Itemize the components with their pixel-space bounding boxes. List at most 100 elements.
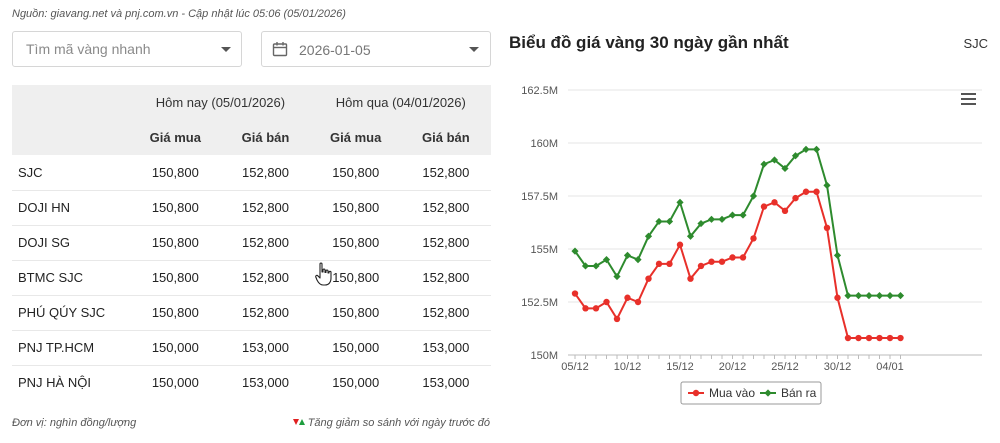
data-point-mua-vao	[760, 203, 768, 210]
legend-label-mua-vao: Mua vào	[709, 386, 755, 400]
source-note: Nguồn: giavang.net và pnj.com.vn - Cập n…	[12, 8, 346, 20]
yesterday-buy: 150,000	[310, 330, 401, 366]
hand-pointer-icon	[315, 262, 332, 286]
chart-title: Biểu đồ giá vàng 30 ngày gần nhất	[509, 33, 789, 52]
data-point-ban-ra	[791, 152, 800, 160]
date-picker[interactable]: 2026-01-05	[261, 31, 491, 67]
series-line-ban-ra	[574, 148, 901, 297]
data-point-mua-vao	[834, 294, 841, 301]
data-point-mua-vao	[624, 294, 631, 301]
chevron-down-icon[interactable]	[221, 47, 231, 52]
chart-legend	[680, 381, 822, 405]
chevron-down-icon[interactable]	[469, 47, 479, 52]
data-point-mua-vao	[897, 334, 904, 342]
data-point-mua-vao	[771, 199, 778, 206]
row-name: PHÚ QÚY SJC	[12, 295, 131, 331]
x-tick-label: 15/12	[666, 361, 694, 373]
data-point-ban-ra	[844, 292, 852, 300]
data-point-mua-vao	[855, 334, 862, 342]
data-point-ban-ra	[623, 251, 632, 259]
table-row: DOJI SG 150,800 152,800 150,800 152,800	[12, 225, 491, 261]
group-today-header: Hôm nay (05/01/2026)	[130, 85, 311, 120]
data-point-ban-ra	[718, 215, 726, 223]
yesterday-buy: 150,800	[310, 295, 401, 331]
today-sell: 153,000	[220, 330, 311, 366]
data-point-ban-ra	[697, 219, 705, 228]
price-chart: 150M 152.5M 155M 157.5M 160M 162.5M 05/12 10/12…	[521, 85, 982, 405]
data-point-mua-vao	[886, 334, 894, 342]
data-point-mua-vao	[844, 334, 852, 342]
data-point-ban-ra	[613, 272, 621, 281]
data-point-mua-vao	[603, 298, 610, 306]
legend-label-ban-ra: Bán ra	[781, 386, 817, 400]
data-point-ban-ra	[665, 217, 674, 226]
yesterday-sell: 153,000	[422, 375, 470, 391]
today-sell: 152,800	[220, 190, 311, 226]
data-point-mua-vao	[571, 290, 579, 297]
group-yesterday-header: Hôm qua (04/01/2026)	[310, 85, 491, 120]
row-name: DOJI HN	[12, 190, 131, 226]
legend-marker-ban-ra	[764, 389, 772, 397]
x-tick-label: 04/01	[876, 361, 904, 373]
yesterday-sell: 153,000	[400, 330, 491, 366]
data-point-mua-vao	[708, 258, 715, 265]
yesterday-sell: 152,800	[400, 155, 491, 191]
data-point-mua-vao	[781, 207, 789, 215]
yesterday-buy: 150,800	[310, 155, 401, 191]
data-point-mua-vao	[739, 254, 747, 261]
x-tick-label: 20/12	[719, 361, 747, 373]
data-point-ban-ra	[886, 292, 894, 300]
row-name: DOJI SG	[12, 225, 131, 261]
yesterday-buy: 150,800	[310, 225, 401, 261]
col-yesterday-sell: Giá bán	[400, 120, 491, 155]
row-name: BTMC SJC	[12, 260, 131, 296]
data-point-ban-ra	[634, 256, 642, 264]
data-point-mua-vao	[582, 305, 589, 312]
today-buy: 150,000	[130, 330, 221, 366]
today-buy: 150,800	[130, 295, 221, 331]
today-buy: 150,800	[130, 260, 221, 296]
table-row: BTMC SJC 150,800 152,800 150,800 152,800	[12, 260, 491, 296]
data-point-mua-vao	[655, 260, 663, 268]
data-point-mua-vao	[666, 260, 673, 268]
row-name: SJC	[12, 155, 131, 191]
data-point-ban-ra	[644, 232, 653, 240]
today-buy: 150,800	[130, 155, 221, 191]
data-point-mua-vao	[792, 194, 799, 202]
col-today-sell: Giá bán	[220, 120, 311, 155]
data-point-mua-vao	[823, 224, 831, 231]
table-row: PNJ HÀ NỘI 150,000 153,000 150,000 153,0…	[12, 365, 491, 400]
today-sell: 153,000	[242, 375, 290, 391]
data-point-ban-ra	[823, 181, 831, 189]
x-tick-label: 05/12	[561, 361, 589, 373]
data-point-mua-vao	[729, 254, 736, 261]
data-point-ban-ra	[760, 160, 768, 168]
data-point-ban-ra	[781, 164, 789, 173]
chart-menu-icon[interactable]	[961, 93, 976, 105]
data-point-ban-ra	[592, 262, 600, 270]
y-tick-label: 152.5M	[521, 297, 558, 309]
quick-search-select[interactable]	[12, 31, 242, 67]
calendar-icon	[272, 42, 288, 57]
yesterday-buy: 150,000	[332, 375, 380, 391]
search-input[interactable]	[13, 32, 213, 66]
data-point-mua-vao	[718, 258, 726, 265]
data-point-ban-ra	[581, 262, 590, 270]
data-point-ban-ra	[686, 232, 695, 240]
y-tick-label: 150M	[530, 350, 558, 362]
today-sell: 152,800	[220, 155, 311, 191]
today-sell: 152,800	[220, 260, 311, 296]
yesterday-sell: 152,800	[400, 190, 491, 226]
yesterday-sell: 152,800	[400, 225, 491, 261]
today-sell: 152,800	[220, 295, 311, 331]
x-tick-label: 25/12	[771, 361, 799, 373]
data-point-ban-ra	[707, 215, 716, 223]
data-point-ban-ra	[739, 211, 747, 219]
today-sell: 152,800	[220, 225, 311, 261]
data-point-ban-ra	[728, 211, 737, 219]
chart-brand: SJC	[963, 36, 988, 51]
legend-marker-mua-vao	[692, 389, 700, 397]
yesterday-sell: 152,800	[400, 295, 491, 331]
table-row: PNJ TP.HCM 150,000 153,000 150,000 153,0…	[12, 330, 491, 366]
col-yesterday-buy: Giá mua	[310, 120, 401, 155]
